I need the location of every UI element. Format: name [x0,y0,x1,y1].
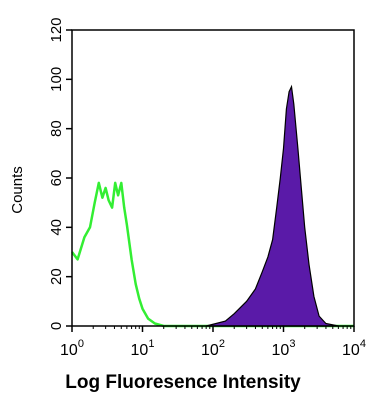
y-tick-label: 100 [48,67,65,92]
x-tick-label: 100 [60,338,84,359]
x-tick-label: 104 [342,338,366,359]
x-tick-label: 103 [272,338,296,359]
x-axis-label: Log Fluoresence Intensity [65,372,301,393]
y-tick-label: 60 [48,170,65,187]
y-tick-label: 120 [48,17,65,42]
x-tick-label: 101 [131,338,155,359]
y-tick-label: 40 [48,219,65,236]
y-tick-label: 80 [48,120,65,137]
y-tick-label: 20 [48,268,65,285]
series-0-outline-peak [71,181,354,328]
y-axis-label: Counts [9,166,26,214]
y-tick-label: 0 [48,322,65,330]
x-tick-label: 102 [201,338,225,359]
series-1-filled-peak [206,84,339,327]
